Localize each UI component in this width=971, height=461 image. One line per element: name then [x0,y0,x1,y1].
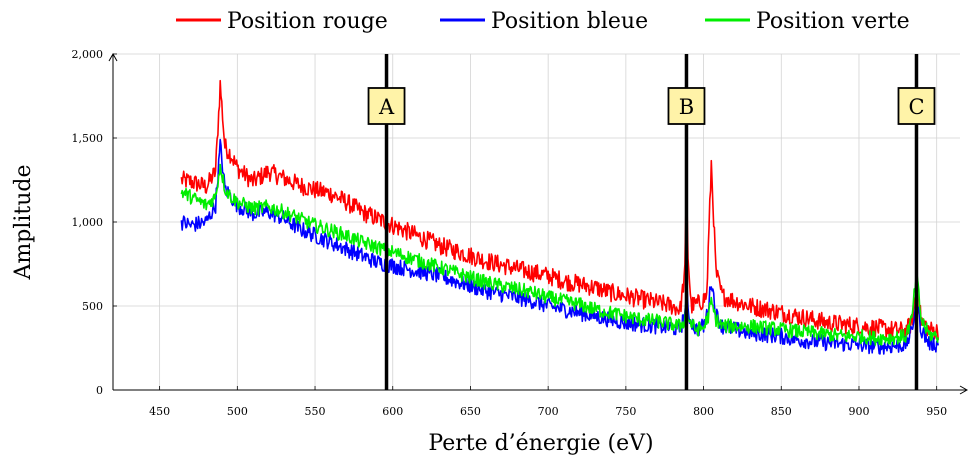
legend: Position rouge Position bleue Position ver… [176,9,910,34]
marker-label-box [897,87,936,125]
series-line [180,138,939,355]
x-tick-label: 600 [382,405,403,418]
x-tick-label: 550 [305,405,326,418]
y-tick-label: 0 [96,384,103,397]
y-tick-label: 1,000 [72,216,104,229]
legend-label: Position rouge [227,9,388,34]
x-tick-label: 650 [460,405,481,418]
legend-label: Position verte [756,9,910,34]
legend-label: Position bleue [491,9,648,34]
x-tick-label: 750 [615,405,636,418]
series-line [180,79,939,341]
x-tick-label: 500 [227,405,248,418]
marker-layer: A B C [367,54,936,390]
x-tick-label: 850 [771,405,792,418]
marker-label-box [667,87,706,125]
y-axis-title: Amplitude [11,164,36,280]
y-tick-label: 2,000 [72,48,104,61]
marker-label: A [378,95,395,119]
grid [113,53,960,390]
marker-label-box [367,87,406,125]
x-tick-label: 800 [693,405,714,418]
x-tick-label: 450 [149,405,170,418]
series-line [180,163,939,346]
x-tick-label: 700 [538,405,559,418]
x-tick-label: 900 [848,405,869,418]
marker-label: C [908,95,924,119]
series-layer [180,79,939,355]
tick-labels: 450 500 550 600 650 700 750 800 850 900 950 0 500 1,0… [72,48,948,418]
x-axis-title: Perte d’énergie (eV) [428,431,653,456]
y-tick-label: 1,500 [72,132,104,145]
x-axis-arrow-icon [959,385,969,395]
x-tick-label: 950 [926,405,947,418]
marker-label: B [679,95,694,119]
y-tick-label: 500 [82,300,103,313]
